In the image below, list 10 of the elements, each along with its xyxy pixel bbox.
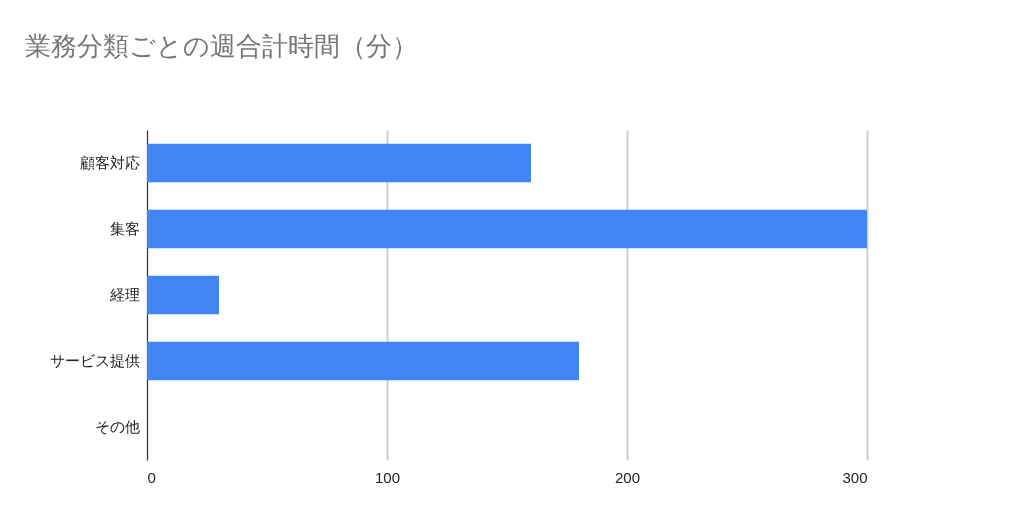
y-tick-label: その他 (94, 418, 140, 435)
x-tick-label: 200 (614, 468, 641, 486)
x-tick-label: 100 (374, 468, 401, 486)
chart-title: 業務分類ごとの週合計時間（分） (25, 31, 418, 61)
y-tick-label: 顧客対応 (79, 154, 140, 171)
x-tick-label: 300 (842, 468, 868, 486)
x-tick-label: 0 (147, 468, 156, 486)
y-tick-label: サービス提供 (49, 352, 140, 369)
y-tick-label: 集客 (109, 220, 140, 237)
y-tick-label: 経理 (108, 286, 140, 303)
